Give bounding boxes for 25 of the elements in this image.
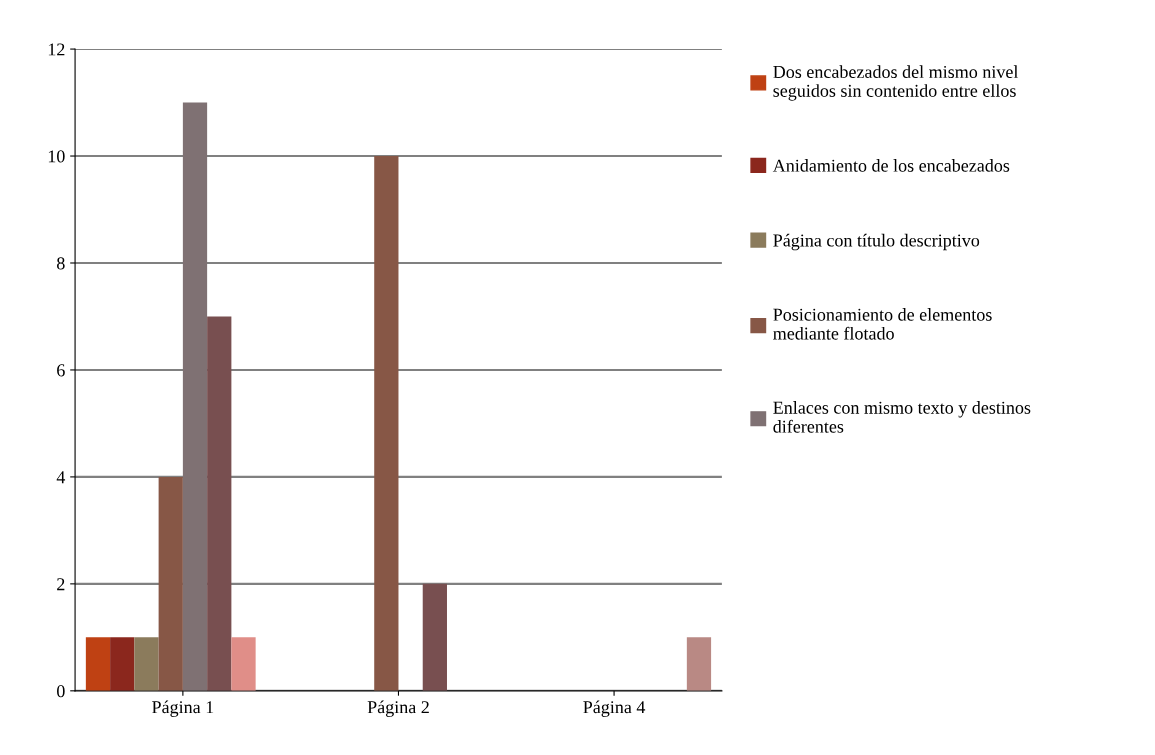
bar	[686, 637, 712, 691]
y-tick-label: 0	[57, 685, 65, 698]
y-tick-label: 4	[56, 471, 66, 484]
legend-label: Enlaces con mismo texto y destinos diferentes	[773, 401, 1031, 433]
y-tick-label: 2	[57, 578, 65, 591]
x-tick-label: Página 1	[152, 700, 214, 717]
bar	[207, 316, 232, 691]
x-tick-label: Página 4	[583, 700, 646, 717]
bar	[85, 637, 111, 691]
bar	[110, 637, 135, 691]
x-tick-label: Página 2	[367, 700, 429, 717]
bar	[374, 156, 399, 691]
bar	[422, 583, 447, 691]
legend-label: Anidamiento de los encabezados	[772, 159, 1010, 172]
y-tick-label: 8	[57, 257, 65, 270]
bar	[158, 476, 183, 691]
bar	[134, 637, 159, 691]
bar	[231, 637, 256, 691]
y-tick-label: 12	[48, 43, 65, 56]
legend-label: Dos encabezados del mismo nivel seguidos sin contenido entre ellos	[773, 65, 1019, 101]
y-tick-label: 6	[57, 364, 65, 377]
legend-label: Posicionamiento de elementos mediante flotado	[773, 308, 992, 340]
y-tick-label: 10	[48, 150, 65, 163]
legend-label: Página con título descriptivo	[773, 233, 980, 251]
bar	[182, 102, 208, 691]
